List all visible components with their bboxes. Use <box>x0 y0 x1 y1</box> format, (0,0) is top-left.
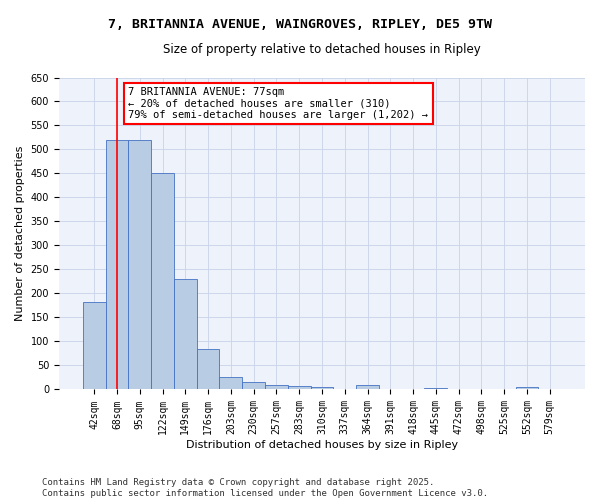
Bar <box>128 140 151 390</box>
X-axis label: Distribution of detached houses by size in Ripley: Distribution of detached houses by size … <box>186 440 458 450</box>
Bar <box>515 387 538 390</box>
Bar <box>242 382 265 390</box>
Text: 7 BRITANNIA AVENUE: 77sqm
← 20% of detached houses are smaller (310)
79% of semi: 7 BRITANNIA AVENUE: 77sqm ← 20% of detac… <box>128 87 428 120</box>
Bar <box>265 384 288 390</box>
Bar <box>424 388 447 390</box>
Title: Size of property relative to detached houses in Ripley: Size of property relative to detached ho… <box>163 42 481 56</box>
Y-axis label: Number of detached properties: Number of detached properties <box>15 146 25 321</box>
Bar <box>288 386 311 390</box>
Bar <box>311 387 334 390</box>
Bar <box>106 140 128 390</box>
Bar <box>174 279 197 390</box>
Bar <box>220 376 242 390</box>
Bar <box>83 302 106 390</box>
Text: 7, BRITANNIA AVENUE, WAINGROVES, RIPLEY, DE5 9TW: 7, BRITANNIA AVENUE, WAINGROVES, RIPLEY,… <box>108 18 492 30</box>
Bar <box>356 384 379 390</box>
Bar <box>197 348 220 390</box>
Bar <box>151 174 174 390</box>
Text: Contains HM Land Registry data © Crown copyright and database right 2025.
Contai: Contains HM Land Registry data © Crown c… <box>42 478 488 498</box>
